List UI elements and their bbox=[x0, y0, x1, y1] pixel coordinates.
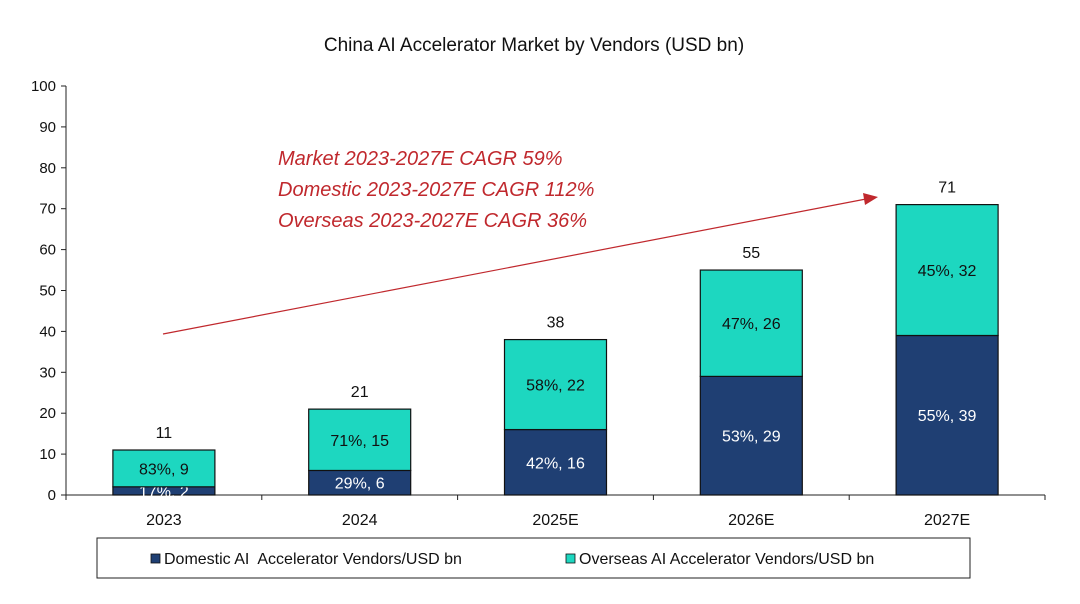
legend-swatch-domestic bbox=[150, 553, 161, 564]
legend-label-overseas: Overseas AI Accelerator Vendors/USD bn bbox=[579, 551, 874, 568]
annotations: Market 2023-2027E CAGR 59% Domestic 2023-… bbox=[278, 148, 594, 232]
data-label-domestic: 55%, 39 bbox=[918, 408, 977, 425]
y-tick-label: 80 bbox=[39, 160, 56, 177]
bar-segment-overseas bbox=[503, 338, 608, 431]
bar-segment-domestic bbox=[895, 334, 999, 496]
total-label: 11 bbox=[156, 425, 173, 442]
chart-title: China AI Accelerator Market by Vendors (… bbox=[324, 35, 744, 56]
total-label: 55 bbox=[742, 245, 760, 262]
data-label-domestic: 42%, 16 bbox=[526, 455, 585, 472]
legend-box bbox=[96, 537, 971, 579]
x-axis-ticks: 2023 2024 2025E 2026E 2027E bbox=[65, 495, 1046, 529]
legend-label-domestic: Domestic AI Accelerator Vendors/USD bn bbox=[164, 551, 462, 568]
trend-arrow bbox=[162, 193, 878, 335]
data-label-overseas: 47%, 26 bbox=[722, 316, 781, 333]
y-tick-label: 30 bbox=[39, 364, 56, 381]
data-label-domestic: 29%, 6 bbox=[335, 476, 385, 493]
data-label-overseas: 71%, 15 bbox=[330, 433, 389, 450]
bar-segment-overseas bbox=[112, 449, 216, 488]
y-axis-ticks: 0 10 20 30 40 50 60 70 80 90 100 bbox=[31, 78, 66, 504]
data-label-domestic: 17%, 2 bbox=[139, 484, 189, 501]
total-label: 38 bbox=[547, 315, 565, 332]
data-label-overseas: 58%, 22 bbox=[526, 378, 585, 395]
bar-segment-overseas bbox=[699, 269, 803, 377]
y-tick-label: 0 bbox=[48, 487, 56, 504]
cagr-annotation: Market 2023-2027E CAGR 59% bbox=[278, 148, 563, 170]
x-tick-label: 2025E bbox=[532, 512, 578, 529]
bar-segment-domestic bbox=[308, 469, 412, 496]
y-tick-label: 20 bbox=[39, 405, 56, 422]
cagr-annotation: Domestic 2023-2027E CAGR 112% bbox=[278, 179, 594, 201]
bar-segment-overseas bbox=[308, 408, 412, 472]
legend: Domestic AI Accelerator Vendors/USD bn O… bbox=[96, 537, 971, 579]
trend-arrow-line bbox=[162, 198, 867, 335]
x-tick-label: 2023 bbox=[146, 512, 182, 529]
y-tick-label: 50 bbox=[39, 283, 56, 300]
total-label: 71 bbox=[938, 180, 956, 197]
cagr-annotation: Overseas 2023-2027E CAGR 36% bbox=[278, 210, 587, 232]
data-label-overseas: 45%, 32 bbox=[918, 263, 977, 280]
x-tick-label: 2027E bbox=[924, 512, 970, 529]
bar-segment-domestic bbox=[699, 375, 803, 496]
y-tick-label: 100 bbox=[31, 78, 56, 95]
y-tick-label: 10 bbox=[39, 446, 56, 463]
y-tick-label: 90 bbox=[39, 119, 56, 136]
y-tick-label: 60 bbox=[39, 242, 56, 259]
bars: 17%, 2 83%, 9 11 29%, 6 71%, 15 21 42%, 16 58%,… bbox=[112, 180, 999, 501]
x-tick-label: 2024 bbox=[342, 512, 378, 529]
legend-swatch-overseas bbox=[565, 553, 576, 564]
trend-arrow-head bbox=[863, 193, 878, 205]
bar-segment-overseas bbox=[895, 204, 999, 337]
x-tick-label: 2026E bbox=[728, 512, 774, 529]
y-tick-label: 70 bbox=[39, 201, 56, 218]
bar-segment-domestic bbox=[503, 428, 608, 496]
data-label-domestic: 53%, 29 bbox=[722, 429, 781, 446]
data-label-overseas: 83%, 9 bbox=[139, 461, 189, 478]
total-label: 21 bbox=[351, 384, 369, 401]
y-tick-label: 40 bbox=[39, 323, 56, 340]
